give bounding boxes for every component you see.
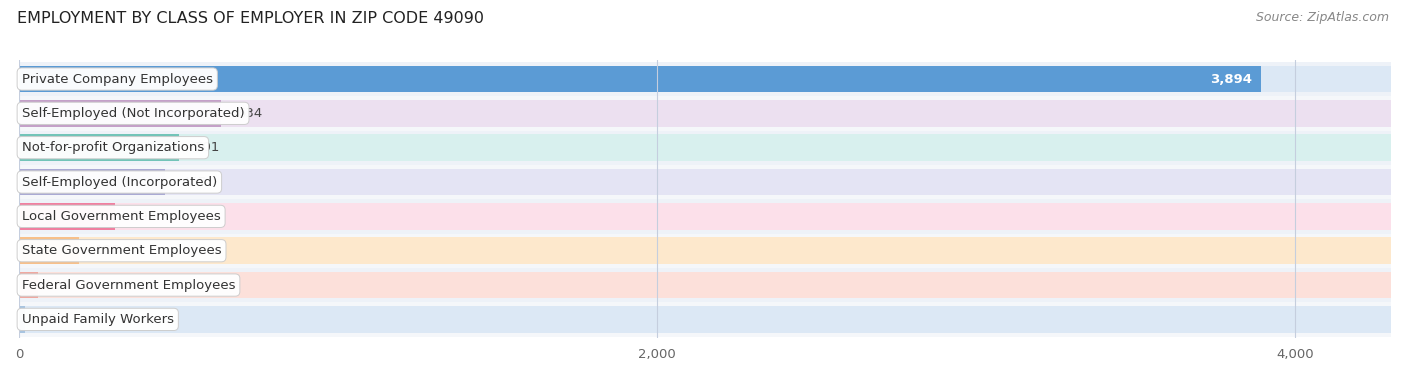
Bar (20, 66, 1261, 92)
Bar (20, 237, 79, 264)
Text: Source: ZipAtlas.com: Source: ZipAtlas.com (1256, 11, 1389, 24)
Bar (20, 66, 1391, 92)
Bar (20, 100, 1391, 127)
Text: Unpaid Family Workers: Unpaid Family Workers (21, 313, 174, 326)
Bar (20, 306, 25, 333)
Bar (20, 268, 1391, 302)
Bar (20, 233, 1391, 268)
Text: Self-Employed (Not Incorporated): Self-Employed (Not Incorporated) (21, 107, 245, 120)
Text: Local Government Employees: Local Government Employees (21, 210, 221, 223)
Bar (20, 302, 1391, 337)
Bar (20, 237, 1391, 264)
Text: 59: 59 (53, 279, 70, 291)
Bar (20, 168, 1391, 196)
Bar (20, 271, 1391, 299)
Text: Private Company Employees: Private Company Employees (21, 73, 212, 85)
Bar (20, 100, 222, 127)
Text: 457: 457 (181, 176, 207, 188)
Text: 186: 186 (94, 244, 120, 257)
Bar (20, 130, 1391, 165)
Bar (20, 165, 1391, 199)
Text: Self-Employed (Incorporated): Self-Employed (Incorporated) (21, 176, 217, 188)
Text: 18: 18 (41, 313, 58, 326)
Bar (20, 62, 1391, 96)
Bar (20, 96, 1391, 130)
Text: 634: 634 (238, 107, 263, 120)
Text: 501: 501 (195, 141, 221, 154)
Bar (20, 203, 114, 230)
Bar (20, 306, 1391, 333)
Text: State Government Employees: State Government Employees (21, 244, 221, 257)
Bar (20, 203, 1391, 230)
Text: EMPLOYMENT BY CLASS OF EMPLOYER IN ZIP CODE 49090: EMPLOYMENT BY CLASS OF EMPLOYER IN ZIP C… (17, 11, 484, 26)
Bar (20, 271, 38, 299)
Bar (20, 134, 1391, 161)
Text: Federal Government Employees: Federal Government Employees (21, 279, 235, 291)
Bar (20, 199, 1391, 233)
Bar (20, 134, 179, 161)
Text: 299: 299 (131, 210, 156, 223)
Text: Not-for-profit Organizations: Not-for-profit Organizations (21, 141, 204, 154)
Bar (20, 168, 165, 196)
Text: 3,894: 3,894 (1211, 73, 1251, 85)
